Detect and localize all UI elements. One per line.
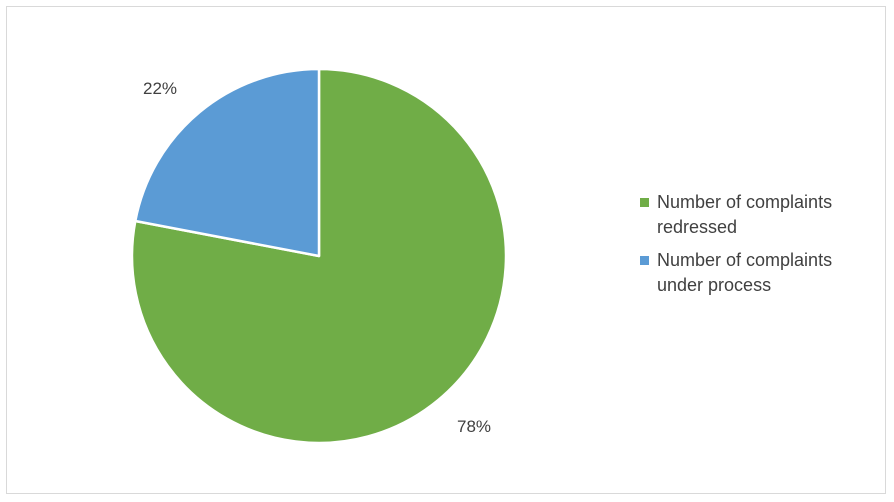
legend-swatch-under-process bbox=[640, 256, 649, 265]
legend-item-redressed: Number of complaints redressed bbox=[640, 190, 890, 240]
data-label-redressed: 78% bbox=[457, 417, 491, 436]
legend-swatch-redressed bbox=[640, 198, 649, 207]
data-label-under-process: 22% bbox=[143, 79, 177, 98]
legend-item-under-process: Number of complaints under process bbox=[640, 248, 890, 298]
legend: Number of complaints redressed Number of… bbox=[640, 190, 890, 306]
legend-label-under-process: Number of complaints under process bbox=[657, 250, 833, 295]
pie-slice-under-process bbox=[134, 67, 321, 258]
legend-label-redressed: Number of complaints redressed bbox=[657, 192, 833, 237]
